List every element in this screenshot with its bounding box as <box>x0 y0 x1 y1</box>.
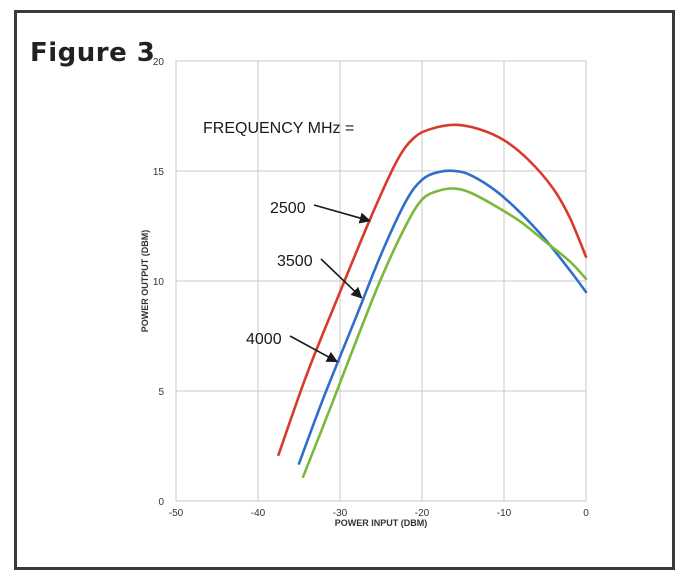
annotation-arrow-2500 <box>313 204 371 224</box>
x-tick-labels: -50 -40 -30 -20 -10 0 <box>169 508 589 519</box>
series-lines <box>277 123 588 479</box>
series-line-3500 <box>297 169 588 465</box>
series-line-4000 <box>301 187 588 479</box>
series-label-2500: 2500 <box>270 200 306 217</box>
y-tick-label: 15 <box>153 167 165 178</box>
y-tick-label: 0 <box>158 497 164 508</box>
x-tick-label: -10 <box>497 508 512 519</box>
legend-header: FREQUENCY MHz = <box>203 120 354 137</box>
annotation-arrows <box>289 204 371 363</box>
x-tick-label: -50 <box>169 508 184 519</box>
annotation-arrow-3500 <box>320 258 363 299</box>
series-line-2500 <box>277 123 588 457</box>
series-label-3500: 3500 <box>277 253 313 270</box>
annotation-arrow-4000 <box>289 335 338 363</box>
x-tick-label: -20 <box>415 508 430 519</box>
y-tick-label: 10 <box>153 277 165 288</box>
y-tick-label: 5 <box>158 387 164 398</box>
figure-label: Figure 3 <box>30 38 156 68</box>
x-tick-label: -40 <box>251 508 266 519</box>
x-axis-title: POWER INPUT (DBM) <box>335 518 428 528</box>
x-tick-label: -30 <box>333 508 348 519</box>
y-tick-label: 20 <box>153 57 165 68</box>
series-label-4000: 4000 <box>246 331 282 348</box>
y-tick-labels: 0 5 10 15 20 <box>153 57 165 508</box>
y-axis-title: POWER OUTPUT (DBM) <box>140 230 150 333</box>
power-chart: -50 -40 -30 -20 -10 0 0 5 10 15 20 POWER INPUT (D… <box>140 57 589 528</box>
x-tick-label: 0 <box>583 508 589 519</box>
